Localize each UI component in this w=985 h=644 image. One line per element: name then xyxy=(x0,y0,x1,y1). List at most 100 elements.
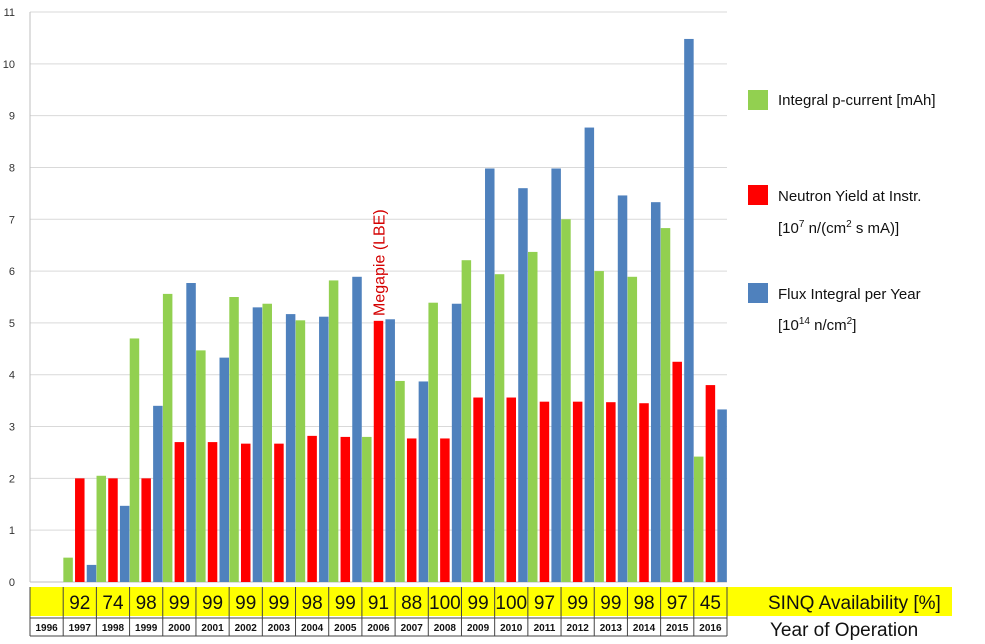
bar-neutron-yield-2001 xyxy=(207,442,218,582)
bar-neutron-yield-2015 xyxy=(672,361,682,582)
bar-neutron-yield-1999 xyxy=(141,478,151,582)
legend-swatch-green xyxy=(748,90,768,110)
bar-neutron-yield-2013 xyxy=(606,402,616,582)
year-label: 2010 xyxy=(500,623,523,634)
bar-flux-2001 xyxy=(219,357,229,582)
x-axis-label: Year of Operation xyxy=(770,620,918,641)
y-tick-label: 10 xyxy=(3,59,15,71)
year-label: 1996 xyxy=(35,623,58,634)
bar-flux-2003 xyxy=(285,314,296,582)
bar-p-current-2009 xyxy=(461,260,472,582)
availability-value: 99 xyxy=(468,593,489,614)
bar-flux-2009 xyxy=(485,168,495,582)
year-label: 2015 xyxy=(666,623,689,634)
bar-neutron-yield-2009 xyxy=(473,397,483,582)
year-label: 2005 xyxy=(334,623,357,634)
availability-value: 88 xyxy=(401,593,422,614)
availability-band-bg xyxy=(30,587,952,616)
year-label: 2008 xyxy=(434,623,457,634)
y-tick-label: 1 xyxy=(9,525,15,537)
legend-label-neutron-yield: Neutron Yield at Instr. xyxy=(778,188,922,205)
bar-flux-2006 xyxy=(385,319,395,582)
availability-value: 98 xyxy=(302,593,323,614)
year-label: 2002 xyxy=(235,623,258,634)
availability-value: 98 xyxy=(633,593,654,614)
legend-swatch-red xyxy=(748,185,768,205)
availability-band: 92 74 98 99 99 99 99 98 99 91 88 100 99 100 97 99 99 98 97… xyxy=(30,587,952,616)
bar-flux-1997 xyxy=(86,564,97,582)
legend: Integral p-current [mAh] Neutron Yield a… xyxy=(748,0,985,644)
year-label: 2009 xyxy=(467,623,490,634)
year-label: 2011 xyxy=(534,623,556,634)
availability-label: SINQ Availability [%] xyxy=(768,593,941,614)
y-tick-label: 5 xyxy=(9,318,15,330)
year-labels: 1996 1997 1998 1999 2000 2001 2002 2003 2004 2005… xyxy=(29,587,728,637)
bar-p-current-1999 xyxy=(129,338,140,582)
legend-unit-flux: [1014 n/cm2] xyxy=(778,316,857,334)
bar-flux-2004 xyxy=(319,316,329,582)
bar-flux-2005 xyxy=(352,276,362,582)
availability-value: 45 xyxy=(700,593,721,614)
y-tick-label: 7 xyxy=(9,214,15,226)
year-label: 2003 xyxy=(268,623,291,634)
year-label: 2000 xyxy=(168,623,191,634)
year-label: 1999 xyxy=(135,623,158,634)
bar-flux-2015 xyxy=(684,38,694,583)
bars xyxy=(63,38,727,583)
bar-neutron-yield-2003 xyxy=(274,443,284,582)
year-label: 1998 xyxy=(102,623,125,634)
bar-p-current-2011 xyxy=(528,251,538,582)
bar-p-current-2008 xyxy=(428,302,438,582)
y-tick-label: 4 xyxy=(9,370,15,382)
availability-value: 99 xyxy=(600,593,621,614)
bar-flux-2007 xyxy=(418,381,429,582)
year-label: 2012 xyxy=(567,623,590,634)
year-label: 2001 xyxy=(201,623,224,634)
bar-p-current-2004 xyxy=(295,320,306,582)
bar-p-current-2010 xyxy=(494,274,505,582)
bar-p-current-2003 xyxy=(262,303,272,582)
y-axis-ticks: 0 1 2 3 4 5 6 7 8 9 10 11 xyxy=(3,7,15,589)
bar-p-current-2016 xyxy=(693,456,704,582)
bar-p-current-2015 xyxy=(660,228,671,582)
availability-value: 100 xyxy=(429,593,461,614)
bar-neutron-yield-1997 xyxy=(75,478,85,582)
bar-p-current-2014 xyxy=(627,276,638,582)
bar-neutron-yield-2008 xyxy=(440,438,450,582)
availability-value: 98 xyxy=(136,593,157,614)
availability-value: 97 xyxy=(667,593,688,614)
bar-neutron-yield-2004 xyxy=(307,435,317,582)
year-label: 1997 xyxy=(69,623,92,634)
bar-neutron-yield-2007 xyxy=(406,438,417,582)
availability-value: 100 xyxy=(495,593,527,614)
bar-p-current-1998 xyxy=(96,475,107,582)
bar-neutron-yield-2005 xyxy=(340,436,351,582)
availability-value: 99 xyxy=(335,593,356,614)
bar-flux-1998 xyxy=(119,505,130,582)
bar-p-current-2005 xyxy=(328,280,339,582)
bar-flux-2002 xyxy=(252,307,263,582)
availability-value: 99 xyxy=(567,593,588,614)
year-label: 2016 xyxy=(699,623,722,634)
year-label: 2013 xyxy=(600,623,623,634)
availability-value: 92 xyxy=(69,593,90,614)
availability-value: 91 xyxy=(368,593,389,614)
legend-unit-neutron-yield: [107 n/(cm2 s mA)] xyxy=(778,219,900,237)
megapie-annotation: Megapie (LBE) xyxy=(372,209,389,316)
bar-neutron-yield-2000 xyxy=(174,442,185,582)
bar-p-current-2001 xyxy=(196,350,206,582)
y-tick-label: 0 xyxy=(9,577,15,589)
bar-p-current-2002 xyxy=(229,297,239,582)
y-tick-label: 6 xyxy=(9,266,15,278)
availability-value: 74 xyxy=(102,593,124,614)
year-label: 2007 xyxy=(401,623,424,634)
bar-p-current-2000 xyxy=(162,293,173,582)
y-tick-label: 2 xyxy=(9,473,15,485)
availability-value: 99 xyxy=(202,593,223,614)
legend-label-p-current: Integral p-current [mAh] xyxy=(778,92,936,109)
bar-flux-2010 xyxy=(518,188,528,582)
bar-neutron-yield-2010 xyxy=(506,397,517,582)
bar-neutron-yield-2002 xyxy=(240,443,251,582)
availability-value: 99 xyxy=(169,593,190,614)
